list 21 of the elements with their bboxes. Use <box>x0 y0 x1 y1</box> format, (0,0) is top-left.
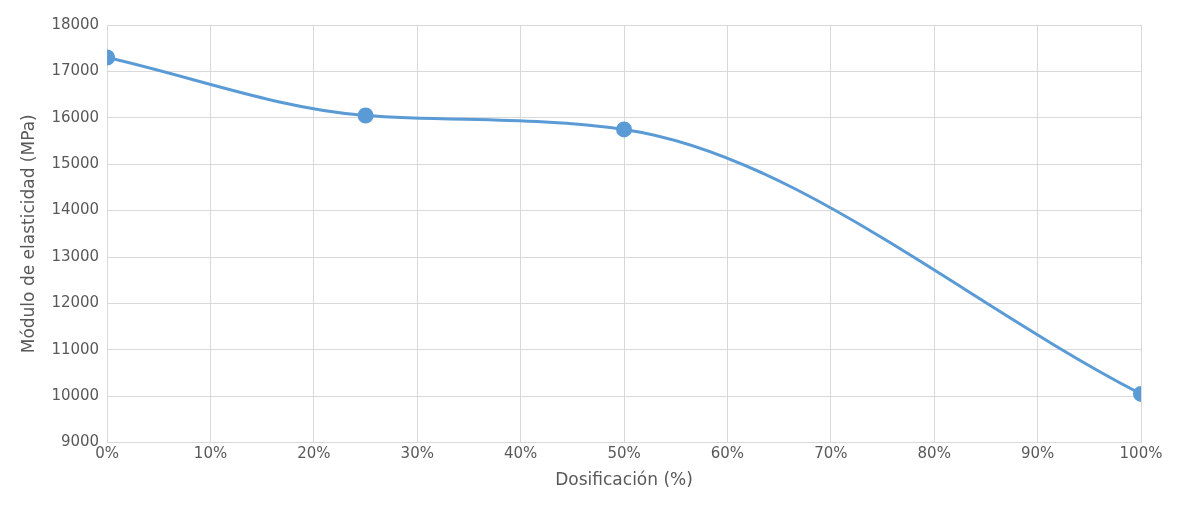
x-axis-title: Dosificación (%) <box>555 469 693 490</box>
x-tick-label: 40% <box>504 444 538 463</box>
x-tick-label: 10% <box>193 444 228 463</box>
x-tick-label: 70% <box>814 444 848 463</box>
y-tick-label: 13000 <box>51 246 100 265</box>
x-tick-label: 20% <box>297 444 331 463</box>
x-tick-label: 60% <box>710 444 745 463</box>
x-tick-label: 80% <box>917 444 951 463</box>
x-tick-label: 90% <box>1020 444 1055 463</box>
x-tick-label: 30% <box>400 444 434 463</box>
y-tick-label: 17000 <box>51 61 100 80</box>
x-tick-label: 50% <box>607 444 641 463</box>
y-axis-title: Módulo de elasticidad (MPa) <box>17 114 38 354</box>
y-tick-label: 12000 <box>51 293 100 312</box>
y-tick-label: 15000 <box>51 154 100 173</box>
y-tick-label: 16000 <box>51 107 100 126</box>
y-tick-label: 14000 <box>51 200 100 219</box>
y-tick-label: 11000 <box>51 339 100 358</box>
y-tick-label: 18000 <box>51 14 100 33</box>
x-tick-label: 100% <box>1119 444 1163 463</box>
y-tick-label: 10000 <box>51 386 100 405</box>
